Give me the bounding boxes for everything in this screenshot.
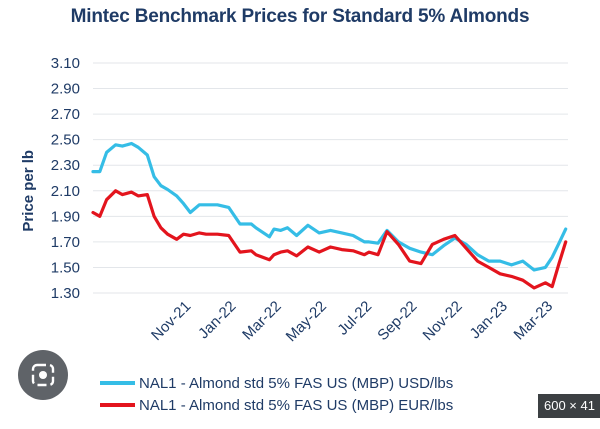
y-tick-label: 3.10 bbox=[51, 55, 80, 72]
y-tick-label: 1.30 bbox=[51, 285, 80, 302]
x-tick-label: Mar-22 bbox=[239, 298, 285, 344]
series-line-eur bbox=[91, 189, 568, 290]
lens-icon bbox=[31, 363, 55, 387]
y-tick-label: 1.70 bbox=[51, 234, 80, 251]
y-tick-label: 1.50 bbox=[51, 259, 80, 276]
x-tick-label: Jan-22 bbox=[195, 298, 239, 342]
y-tick-label: 2.30 bbox=[51, 157, 80, 174]
y-tick-label: 2.70 bbox=[51, 106, 80, 123]
visual-search-button[interactable] bbox=[18, 350, 68, 400]
x-tick-label: Nov-22 bbox=[420, 298, 466, 344]
legend-label-usd: NAL1 - Almond std 5% FAS US (MBP) USD/lb… bbox=[139, 375, 453, 392]
x-tick-label: Mar-23 bbox=[511, 298, 557, 344]
x-tick-label: May-22 bbox=[283, 298, 330, 345]
image-size-badge: 600 × 41 bbox=[538, 394, 600, 418]
x-tick-label: Jul-22 bbox=[334, 298, 375, 339]
chart-title: Mintec Benchmark Prices for Standard 5% … bbox=[70, 6, 530, 27]
y-tick-label: 2.10 bbox=[51, 183, 80, 200]
x-tick-label: Jan-23 bbox=[467, 298, 511, 342]
y-tick-label: 2.50 bbox=[51, 132, 80, 149]
y-tick-label: 1.90 bbox=[51, 208, 80, 225]
x-tick-label: Nov-21 bbox=[148, 298, 194, 344]
y-axis-label: Price per lb bbox=[20, 150, 37, 232]
series-line-usd bbox=[91, 141, 568, 272]
y-tick-label: 2.90 bbox=[51, 81, 80, 98]
x-tick-label: Sep-22 bbox=[374, 298, 420, 344]
legend-label-eur: NAL1 - Almond std 5% FAS US (MBP) EUR/lb… bbox=[139, 397, 453, 414]
